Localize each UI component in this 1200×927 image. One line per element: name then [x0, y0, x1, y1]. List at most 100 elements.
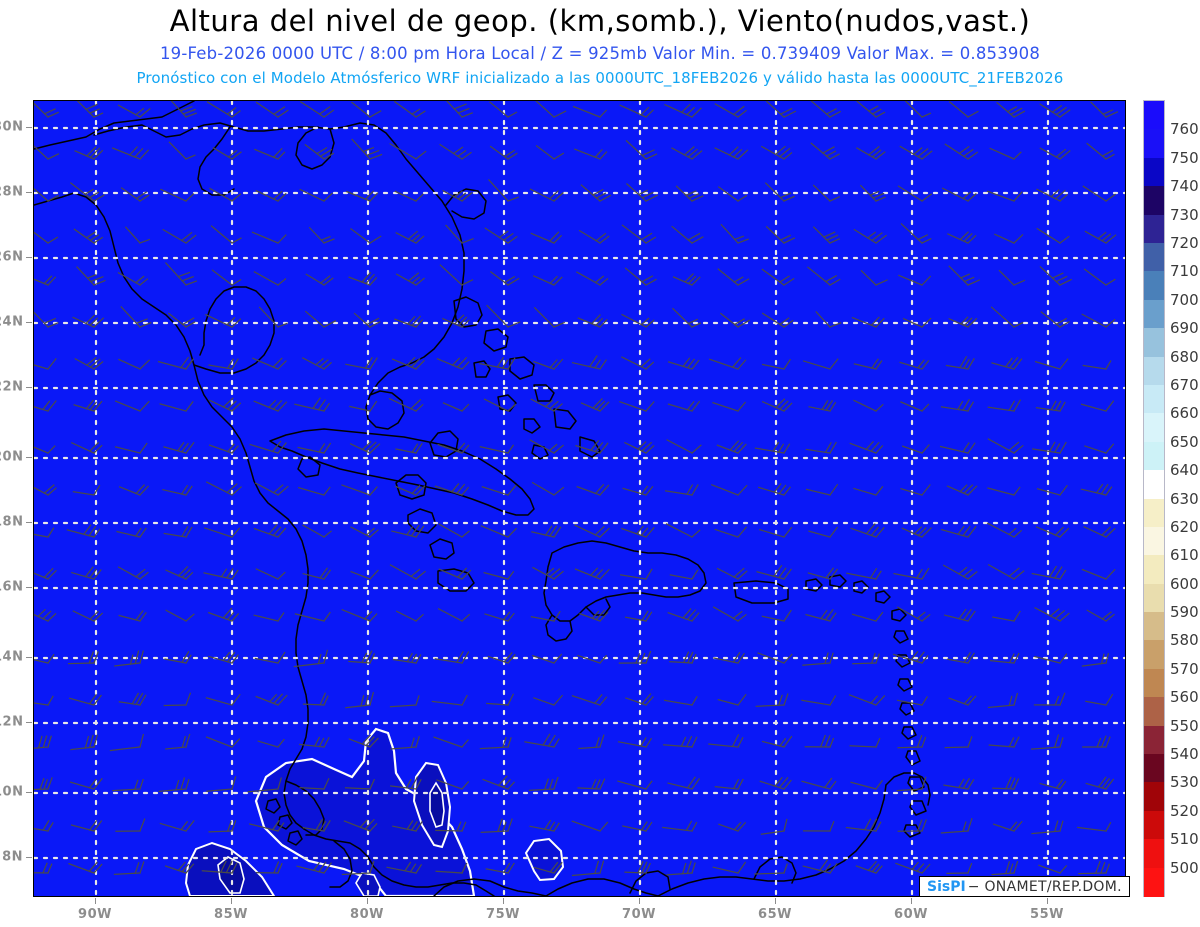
wind-barb-feather: [129, 654, 134, 665]
wind-barb-feather: [86, 273, 97, 279]
wind-barb-feather: [135, 568, 146, 578]
wind-barb-feather: [958, 778, 965, 789]
wind-barb-shaft: [446, 101, 463, 118]
wind-barb-feather: [599, 359, 607, 370]
wind-barb-feather: [1105, 613, 1115, 622]
wind-barb-feather: [89, 147, 101, 159]
wind-barb-feather: [185, 613, 195, 622]
wind-barb-shaft: [442, 402, 463, 412]
wind-barb-feather: [915, 568, 923, 579]
wind-barb-feather: [921, 193, 933, 202]
wind-barb-feather: [645, 485, 654, 496]
wind-barb-shaft: [389, 704, 417, 708]
wind-barb-shaft: [158, 788, 187, 792]
wind-barb-feather: [641, 693, 652, 705]
wind-barb-shaft: [34, 659, 49, 664]
wind-barb-shaft: [571, 872, 601, 877]
xtick-label: 70W: [622, 907, 656, 922]
wind-barb-feather: [85, 103, 98, 111]
wind-barb-feather: [461, 530, 470, 538]
wind-barb-feather: [1059, 278, 1073, 286]
wind-barb-feather: [88, 861, 98, 873]
wind-barb-feather: [1059, 820, 1064, 832]
wind-barb-feather: [1054, 400, 1062, 412]
wind-barb-feather: [503, 862, 511, 874]
wind-barb-shaft: [72, 610, 95, 622]
wind-barb-feather: [139, 694, 147, 706]
wind-barb-feather: [323, 649, 329, 664]
wind-barb-feather: [737, 484, 748, 496]
wind-barb-feather: [729, 440, 740, 451]
wind-barb-feather: [139, 527, 147, 538]
wind-barb-feather: [461, 237, 474, 244]
wind-barb-feather: [732, 105, 745, 116]
map-canvas[interactable]: [33, 100, 1126, 897]
wind-barb-shaft: [294, 613, 325, 622]
wind-barb-feather: [316, 146, 328, 155]
wind-barb-feather: [732, 610, 743, 620]
wind-barb-shaft: [439, 264, 463, 286]
wind-barb-feather: [686, 860, 692, 875]
wind-barb-feather: [1013, 279, 1026, 286]
wind-barb-feather: [365, 736, 375, 747]
wind-barb-feather: [594, 525, 605, 536]
wind-barb-feather: [135, 484, 145, 495]
wind-barb-feather: [507, 403, 517, 412]
wind-barb-feather: [737, 778, 744, 790]
wind-barb-feather: [1059, 865, 1068, 874]
wind-barb-feather: [875, 526, 885, 538]
wind-barb-feather: [553, 276, 563, 286]
wind-barb-feather: [737, 861, 747, 874]
colorbar-tick-label: 760: [1170, 120, 1199, 139]
wind-barb-shaft: [249, 443, 279, 454]
wind-barb-feather: [870, 695, 879, 704]
wind-barb-feather: [962, 525, 971, 537]
wind-barb-feather: [415, 193, 424, 202]
wind-barb-feather: [595, 232, 607, 242]
wind-barb-feather: [962, 148, 974, 158]
wind-barb-feather: [921, 484, 931, 496]
wind-barb-shaft: [394, 190, 417, 202]
wind-barb-feather: [410, 776, 419, 790]
wind-barb-feather: [910, 651, 919, 661]
wind-barb-feather: [175, 779, 180, 791]
colorbar-tick-label: 550: [1170, 716, 1199, 735]
wind-barb-shaft: [206, 101, 233, 118]
wind-barb-feather: [1100, 861, 1106, 874]
wind-barb-feather: [323, 486, 331, 496]
wind-barb-shaft: [1083, 268, 1107, 286]
wind-barb-feather: [365, 527, 375, 536]
wind-barb-shaft: [436, 357, 463, 370]
colorbar-band: [1144, 583, 1164, 613]
wind-barb-feather: [637, 189, 649, 196]
colorbar-tick-label: 720: [1170, 233, 1199, 252]
ytick-mark: [26, 722, 32, 723]
wind-barb-feather: [318, 106, 331, 115]
wind-barb-shaft: [533, 306, 555, 328]
ytick-mark: [26, 257, 32, 258]
wind-barb-feather: [42, 735, 48, 749]
wind-barb-shaft: [74, 357, 95, 370]
wind-barb-feather: [921, 275, 932, 286]
wind-barb-shaft: [247, 788, 279, 793]
wind-barb-shaft: [125, 226, 141, 244]
wind-barb-feather: [967, 818, 973, 832]
wind-barb-feather: [869, 567, 878, 579]
wind-barb-feather: [498, 230, 509, 239]
colorbar-band: [1144, 640, 1164, 670]
wind-barb-feather: [1008, 356, 1019, 369]
colorbar-band: [1144, 526, 1164, 556]
logo-separator: −: [967, 878, 980, 895]
wind-barb-feather: [921, 527, 932, 538]
wind-barb-feather: [783, 402, 793, 412]
wind-barb-feather: [826, 234, 839, 241]
wind-barb-feather: [88, 191, 100, 199]
wind-barb-feather: [823, 231, 836, 238]
wind-barb-feather: [1101, 149, 1114, 157]
wind-barb-feather: [641, 861, 648, 874]
wind-barb-feather: [645, 194, 659, 202]
wind-barb-feather: [829, 862, 838, 874]
wind-barb-feather: [456, 567, 468, 578]
wind-barb-feather: [43, 779, 49, 790]
